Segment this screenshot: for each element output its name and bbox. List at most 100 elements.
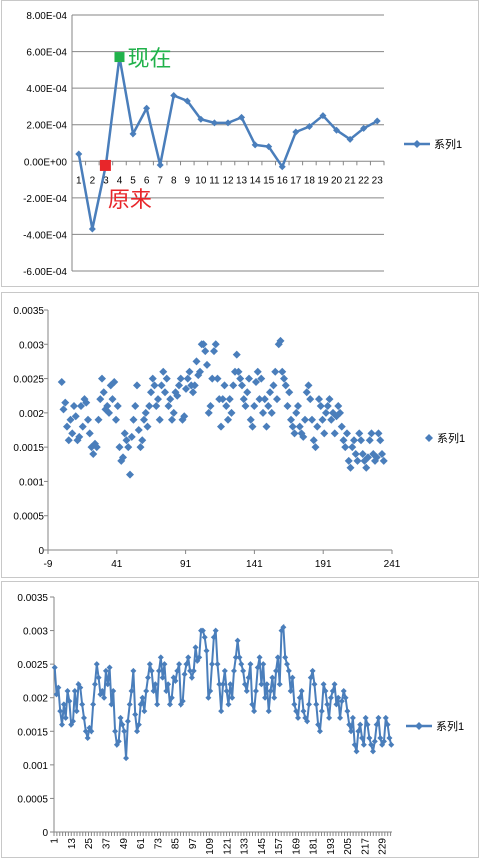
scatter-point (325, 395, 334, 404)
series-1-point (91, 681, 98, 688)
scatter-point (138, 436, 147, 445)
scatter-point (203, 360, 212, 369)
scatter-point (66, 415, 75, 424)
x-tick-label: 16 (277, 175, 289, 186)
scatter-point (283, 402, 292, 410)
series-1-point (319, 112, 327, 120)
scatter-point (108, 395, 117, 404)
series-1-point (84, 735, 91, 741)
scatter-point (292, 408, 301, 417)
x-tick-label: 8 (171, 175, 177, 186)
x-tick-label: 157 (274, 838, 285, 855)
series-1-point (90, 701, 97, 708)
series-1-point (229, 694, 236, 701)
scatter-point (321, 408, 330, 417)
series-1-point (97, 691, 104, 698)
series-1-point (174, 667, 181, 674)
scatter-point (330, 429, 339, 438)
series-1-point (260, 661, 267, 668)
series-1-point (386, 735, 393, 741)
scatter-point (334, 402, 343, 410)
scatter-point (89, 450, 98, 458)
series-1-point (333, 701, 340, 708)
scatter-point (99, 388, 108, 397)
scatter-point (295, 422, 304, 431)
x-tick-label: 217 (360, 838, 371, 855)
scatter-point (73, 436, 82, 445)
series-1-point (273, 667, 280, 674)
legend-label: 系列1 (437, 431, 465, 445)
series-1-point (388, 741, 395, 748)
scatter-point (189, 388, 198, 397)
scatter-point (71, 412, 80, 421)
series-1-point (238, 661, 245, 668)
scatter-point (173, 391, 182, 400)
scatter-point (323, 402, 332, 410)
series-1-point (187, 667, 194, 674)
series-1-point (73, 708, 80, 715)
series-1-point (163, 688, 170, 694)
series-1-point (289, 674, 296, 681)
series-1-point (93, 661, 100, 668)
scatter-point (82, 398, 91, 407)
scatter-point (113, 402, 122, 410)
series-1-point (282, 654, 289, 661)
scatter-point (339, 436, 348, 445)
scatter-point (264, 402, 273, 410)
series-1-point (384, 721, 391, 728)
chart-1-panel: 8.00E-04 6.00E-04 4.00E-04 2.00E-04 0.00E+00… (1, 0, 479, 287)
scatter-point (122, 436, 131, 445)
x-tick-label: 18 (304, 175, 316, 186)
series-1-point (115, 738, 122, 745)
legend-marker (425, 434, 433, 442)
series-1-point (353, 748, 360, 755)
scatter-point (337, 422, 346, 431)
series-1-point (176, 661, 183, 668)
y-tick-label: 0.0025 (13, 375, 44, 386)
series-1-line (53, 623, 393, 759)
scatter-point (332, 412, 341, 421)
scatter-point (246, 415, 255, 424)
scatter-point (210, 347, 219, 356)
scatter-point (300, 415, 309, 424)
x-tick-label: 6 (144, 175, 150, 186)
scatter-point (269, 381, 278, 390)
series-1-point (205, 694, 212, 701)
scatter-point (91, 439, 100, 448)
y-tick-label: 0.0035 (17, 593, 48, 604)
scatter-point (234, 367, 243, 376)
series-1-point (269, 674, 276, 681)
scatter-point (96, 395, 105, 404)
scatter-point (241, 402, 250, 410)
series-1-point (168, 694, 175, 701)
series-1-point (300, 708, 307, 715)
x-tick-label: 169 (291, 838, 302, 855)
scatter-point (115, 443, 124, 452)
scatter-point (129, 415, 138, 424)
series-1-point (346, 721, 353, 728)
series-1-point (364, 721, 371, 728)
scatter-point (250, 402, 259, 410)
x-tick-label: 19 (317, 175, 329, 186)
series-1-point (243, 688, 250, 694)
x-tick-label: 229 (378, 838, 389, 855)
chart-2-svg: 0.0035 0.003 0.0025 0.002 0.0015 0.001 0.0005 0… (13, 306, 465, 570)
series-1-point (181, 671, 188, 678)
y-tick-label: 0.0015 (13, 443, 44, 454)
annotation-text-before: 原来 (108, 188, 152, 213)
series-1-point (165, 681, 172, 688)
scatter-point (157, 381, 166, 390)
series-1-point (346, 135, 354, 143)
series-1-point (117, 714, 124, 721)
series-1-point (119, 721, 126, 728)
x-tick-label: 23 (372, 175, 384, 186)
series-1-point (79, 701, 86, 708)
x-tick-label: 133 (240, 838, 251, 855)
scatter-point (63, 422, 72, 431)
x-tick-label: 85 (171, 838, 182, 850)
scatter-point (161, 388, 170, 397)
x-tick-label: 181 (309, 838, 320, 855)
x-tick-label: 11 (209, 175, 220, 186)
legend-marker (413, 140, 421, 148)
series-1-point (305, 123, 313, 131)
